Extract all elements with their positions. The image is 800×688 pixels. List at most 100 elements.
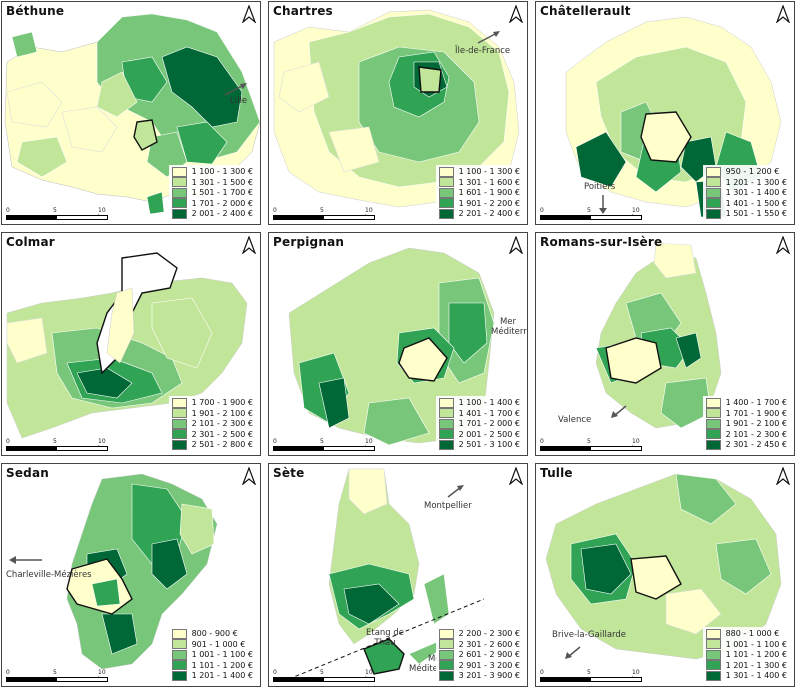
scale-label: 5 — [53, 207, 57, 214]
legend-label: 1 601 - 1 900 € — [458, 188, 520, 198]
scale-label: 0 — [6, 669, 10, 676]
legend-swatch — [705, 628, 721, 639]
legend-item: 1 100 - 1 300 € — [438, 166, 520, 178]
choropleth-map — [565, 16, 782, 218]
panel-chartres: Chartres Île-de-France 1 100 - 1 300 € 1… — [268, 1, 528, 225]
north-arrow-icon — [776, 5, 790, 23]
legend-label: 1 100 - 1 400 € — [458, 398, 520, 408]
legend-item: 1 301 - 1 400 € — [705, 670, 787, 682]
legend-item: 2 501 - 2 800 € — [171, 439, 253, 451]
legend-item: 2 501 - 3 100 € — [438, 439, 520, 451]
legend-label: 2 001 - 2 500 € — [458, 429, 520, 439]
legend-swatch — [171, 649, 187, 660]
legend-swatch — [438, 670, 454, 681]
scale-label: 0 — [540, 207, 544, 214]
choropleth-map — [66, 473, 218, 670]
legend-label: 1 100 - 1 300 € — [458, 167, 520, 177]
legend-label: 1 301 - 1 600 € — [458, 177, 520, 187]
panel-tulle: Tulle Brive-la-Gaillarde 880 - 1 000 € 1… — [535, 463, 795, 687]
scale-label: 0 — [540, 669, 544, 676]
legend-swatch — [171, 628, 187, 639]
north-arrow-icon — [242, 5, 256, 23]
legend-label: 1 201 - 1 300 € — [725, 177, 787, 187]
direction-label: Brive-la-Gaillarde — [552, 630, 627, 640]
panel-sedan: Sedan Charleville-Mézières 800 - 900 € 9… — [1, 463, 261, 687]
legend-label: 2 501 - 2 800 € — [191, 440, 253, 450]
scale-label: 5 — [320, 669, 324, 676]
city-name: Béthune — [6, 4, 65, 18]
legend-label: 3 201 - 3 900 € — [458, 671, 520, 681]
legend-label: 1 701 - 2 000 € — [191, 198, 253, 208]
north-arrow-icon — [776, 467, 790, 485]
legend-label: 2 200 - 2 300 € — [458, 629, 520, 639]
legend-item: 2 200 - 2 300 € — [438, 628, 520, 640]
scale-label: 5 — [587, 438, 591, 445]
legend-item: 1 401 - 1 500 € — [705, 198, 787, 209]
scale-label: 0 — [6, 207, 10, 214]
legend-label: 880 - 1 000 € — [725, 629, 780, 639]
legend-label: 800 - 900 € — [191, 629, 238, 639]
scale-label: 5 — [53, 669, 57, 676]
legend-item: 1 001 - 1 100 € — [705, 639, 787, 650]
legend-swatch — [438, 639, 454, 650]
legend-item: 1 201 - 1 400 € — [171, 670, 253, 682]
legend-label: 1 901 - 2 100 € — [191, 408, 253, 418]
legend-item: 1 400 - 1 700 € — [705, 397, 787, 409]
north-arrow-icon — [242, 236, 256, 254]
scale-bar-graphic — [540, 677, 642, 682]
scale-label: 0 — [540, 438, 544, 445]
north-arrow-icon — [242, 467, 256, 485]
legend-label: 1 701 - 2 000 € — [458, 419, 520, 429]
legend: 2 200 - 2 300 € 2 301 - 2 600 € 2 601 - … — [435, 626, 523, 683]
city-name: Châtellerault — [540, 4, 631, 18]
legend-label: 1 700 - 1 900 € — [191, 398, 253, 408]
direction-arrow-icon — [477, 31, 500, 44]
scale-label: 0 — [273, 438, 277, 445]
legend-swatch — [438, 198, 454, 209]
legend-item: 2 201 - 2 400 € — [438, 208, 520, 220]
legend-label: 1 001 - 1 100 € — [725, 639, 787, 649]
legend-item: 1 901 - 2 200 € — [438, 198, 520, 209]
direction-label: Poitiers — [584, 182, 616, 192]
legend: 1 100 - 1 400 € 1 401 - 1 700 € 1 701 - … — [435, 395, 523, 452]
legend-swatch — [171, 439, 187, 450]
scale-label: 5 — [320, 438, 324, 445]
legend-label: 1 901 - 2 200 € — [458, 198, 520, 208]
panel-romans-sur-isere: Romans-sur-Isère Valence 1 400 - 1 700 €… — [535, 232, 795, 456]
legend-label: 901 - 1 000 € — [191, 639, 246, 649]
legend-swatch — [705, 166, 721, 177]
direction-arrow-icon — [599, 195, 607, 214]
choropleth-map — [288, 468, 490, 680]
legend-item: 2 101 - 2 300 € — [171, 418, 253, 430]
scale-label: 5 — [587, 207, 591, 214]
legend-item: 3 201 - 3 900 € — [438, 670, 520, 682]
legend: 1 100 - 1 300 € 1 301 - 1 500 € 1 501 - … — [168, 164, 256, 221]
legend-label: 1 201 - 1 400 € — [191, 671, 253, 681]
legend-swatch — [705, 408, 721, 419]
choropleth-map — [595, 242, 722, 429]
legend: 1 100 - 1 300 € 1 301 - 1 600 € 1 601 - … — [435, 164, 523, 221]
legend-label: 1 901 - 2 100 € — [725, 419, 787, 429]
legend-swatch — [171, 166, 187, 177]
legend-swatch — [705, 670, 721, 681]
scale-bar-graphic — [273, 677, 375, 682]
legend-swatch — [438, 660, 454, 671]
legend-item: 1 700 - 1 900 € — [171, 397, 253, 409]
legend: 1 400 - 1 700 € 1 701 - 1 900 € 1 901 - … — [702, 395, 790, 452]
legend-label: 2 101 - 2 300 € — [191, 419, 253, 429]
direction-label: Lille — [230, 96, 248, 106]
legend-label: 1 401 - 1 700 € — [458, 408, 520, 418]
legend: 1 700 - 1 900 € 1 901 - 2 100 € 2 101 - … — [168, 395, 256, 452]
legend-swatch — [705, 397, 721, 408]
legend-label: 1 001 - 1 100 € — [191, 650, 253, 660]
direction-arrow-icon — [9, 556, 42, 564]
legend: 880 - 1 000 € 1 001 - 1 100 € 1 101 - 1 … — [702, 626, 790, 683]
scale-bar-graphic — [6, 215, 108, 220]
legend-label: 2 901 - 3 200 € — [458, 660, 520, 670]
legend-swatch — [705, 639, 721, 650]
city-name: Sedan — [6, 466, 50, 480]
legend-swatch — [438, 408, 454, 419]
